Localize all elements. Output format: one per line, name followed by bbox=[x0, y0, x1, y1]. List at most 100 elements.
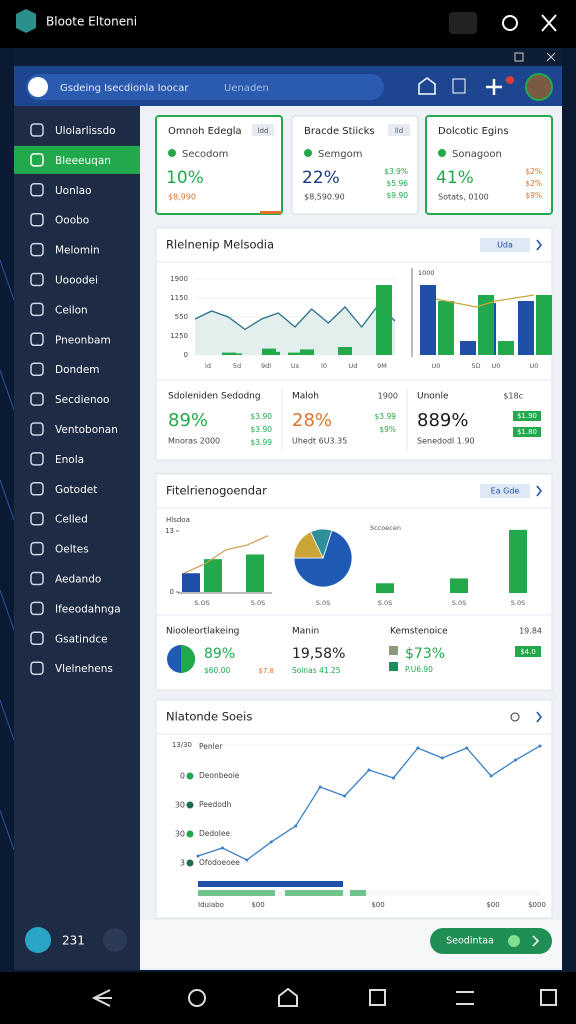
sidebar-item[interactable]: Uooodei bbox=[55, 275, 98, 287]
sidebar-item[interactable]: Ceilon bbox=[55, 304, 88, 316]
search-icon[interactable] bbox=[510, 712, 520, 722]
bar bbox=[300, 349, 314, 355]
legend-entry: Dedolee bbox=[199, 829, 230, 838]
maximize[interactable] bbox=[514, 52, 524, 62]
stat-title: Sdoleniden Sedodng bbox=[168, 392, 261, 402]
nav-bar bbox=[0, 972, 576, 1024]
card-title: Omnoh Edegla bbox=[168, 126, 242, 137]
primary-button[interactable] bbox=[430, 928, 552, 954]
bar bbox=[420, 285, 436, 355]
sidebar-icon bbox=[30, 571, 44, 586]
sidebar-icon bbox=[30, 272, 44, 287]
card-note: $3.9% bbox=[384, 167, 408, 176]
y-tick-label: 13/30 bbox=[172, 741, 192, 749]
window-close[interactable] bbox=[546, 52, 556, 62]
nav-recent[interactable] bbox=[369, 989, 386, 1006]
sidebar-icon bbox=[30, 482, 44, 496]
refresh-icon[interactable] bbox=[502, 15, 518, 31]
x-tick-label: U0 bbox=[492, 362, 501, 370]
sidebar-item[interactable]: Oeltes bbox=[55, 544, 89, 556]
stat-tag bbox=[515, 646, 541, 657]
legend-dot bbox=[186, 772, 194, 780]
x-tick-label: 5d bbox=[233, 362, 241, 370]
sidebar-item[interactable]: Aedando bbox=[55, 574, 101, 586]
x-tick-label: $00 bbox=[486, 901, 499, 909]
bg-line bbox=[0, 809, 15, 851]
panel-title: Nlatonde Soeis bbox=[166, 710, 252, 724]
sidebar-item[interactable]: Ventobonan bbox=[55, 424, 118, 436]
sidebar-icon bbox=[30, 601, 44, 616]
x-tick-label: 5D bbox=[471, 362, 480, 370]
nav-home[interactable] bbox=[188, 989, 206, 1007]
card-note: Sotats, 0100 bbox=[438, 193, 489, 202]
line-point bbox=[318, 785, 322, 789]
sidebar bbox=[14, 106, 140, 970]
card-subtitle: Sonagoon bbox=[452, 149, 502, 160]
bar bbox=[246, 554, 264, 592]
stat-note: $3.90 bbox=[251, 412, 273, 421]
x-tick-label: S.OS bbox=[194, 599, 209, 607]
x-tick-label: $00 bbox=[371, 901, 384, 909]
notify-dot bbox=[506, 76, 514, 84]
kpi-card bbox=[155, 115, 283, 215]
settings[interactable] bbox=[103, 928, 127, 952]
x-tick-label: Iduiabo bbox=[198, 901, 224, 909]
header-doc[interactable] bbox=[452, 78, 466, 94]
x-tick-label: Us bbox=[291, 362, 300, 370]
sidebar-item[interactable]: Ulolarlissdo bbox=[55, 125, 116, 137]
kpi-card bbox=[291, 115, 419, 215]
sidebar-icon bbox=[30, 661, 44, 675]
line-point bbox=[294, 824, 298, 828]
sidebar-item[interactable]: Melomin bbox=[55, 245, 100, 257]
sidebar-item[interactable]: Gotodet bbox=[55, 484, 97, 496]
x-tick-label: S.0S bbox=[378, 599, 392, 607]
sidebar-item[interactable]: Bleeeuqan bbox=[55, 155, 111, 167]
label: Hlsdoa bbox=[166, 516, 190, 524]
sidebar-item[interactable]: Secdienoo bbox=[55, 394, 109, 406]
card-title: Bracde Stiicks bbox=[304, 126, 375, 137]
legend-entry: Ofodoeoee bbox=[199, 858, 240, 867]
x-tick-label: S.0S bbox=[251, 599, 265, 607]
header-home[interactable] bbox=[418, 77, 436, 95]
nav-back[interactable] bbox=[91, 989, 112, 1007]
panel-chevron[interactable] bbox=[536, 485, 542, 497]
panel-chevron[interactable] bbox=[536, 239, 542, 251]
label: Niooleortlakeing bbox=[166, 627, 239, 637]
x-tick-label: 9dl bbox=[261, 362, 271, 370]
stat-title: Unonle bbox=[417, 392, 449, 402]
sidebar-item[interactable]: Enola bbox=[55, 454, 84, 466]
avatar[interactable] bbox=[525, 73, 553, 101]
card-note: $5.96 bbox=[387, 179, 409, 188]
card-dot bbox=[438, 149, 446, 157]
search-placeholder: Gsdeing Isecdionla Ioocar bbox=[60, 83, 189, 94]
sidebar-icon bbox=[30, 631, 44, 646]
y-tick-label: 550 bbox=[175, 313, 188, 321]
panel-chevron[interactable] bbox=[536, 711, 542, 723]
sidebar-item[interactable]: Pneonbam bbox=[55, 334, 111, 346]
bar bbox=[182, 573, 200, 592]
sidebar-item[interactable]: Uonlao bbox=[55, 185, 92, 197]
close-icon[interactable] bbox=[541, 14, 557, 32]
line-point bbox=[391, 776, 395, 780]
legend-title: Penler bbox=[199, 742, 223, 751]
nav-expand[interactable] bbox=[540, 989, 557, 1006]
sidebar-item[interactable]: Dondem bbox=[55, 364, 100, 376]
progress-bar bbox=[285, 890, 343, 896]
nav-house[interactable] bbox=[278, 987, 298, 1007]
search-box[interactable] bbox=[26, 74, 384, 100]
sidebar-item[interactable]: Vlelnehens bbox=[55, 663, 113, 675]
trend-line bbox=[183, 535, 269, 574]
label: $1.90 bbox=[517, 412, 537, 420]
nav-switch[interactable] bbox=[456, 991, 474, 1005]
header-add[interactable] bbox=[486, 79, 502, 95]
sidebar-item[interactable]: Gsatindce bbox=[55, 633, 108, 645]
sidebar-item[interactable]: Ifeeodahnga bbox=[55, 603, 121, 615]
sidebar-footer: 231 bbox=[62, 934, 85, 948]
label: $60.00 bbox=[204, 666, 230, 675]
sidebar-item[interactable]: Celled bbox=[55, 514, 88, 526]
sidebar-item[interactable]: Ooobo bbox=[55, 215, 89, 227]
menu-button[interactable] bbox=[449, 12, 477, 34]
label: 30 bbox=[175, 801, 185, 810]
x-tick-label: U0 bbox=[530, 362, 539, 370]
legend-swatch bbox=[389, 646, 398, 655]
